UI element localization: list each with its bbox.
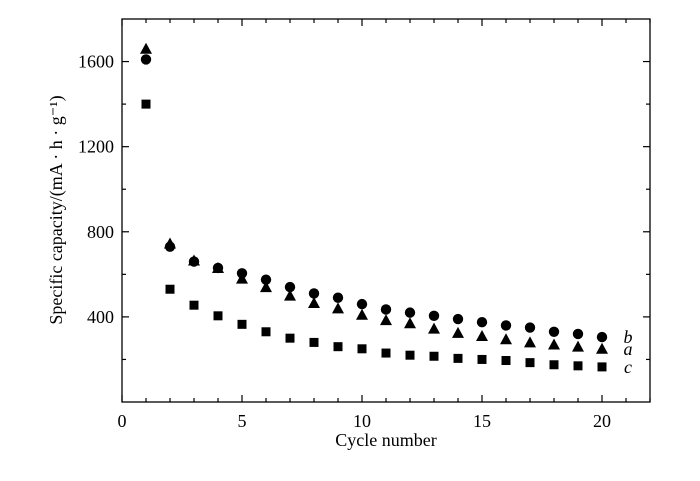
point-series-b xyxy=(188,256,200,267)
point-series-a xyxy=(332,302,344,314)
point-series-c xyxy=(285,333,295,343)
point-series-c xyxy=(141,99,151,109)
point-series-c xyxy=(189,300,199,310)
point-series-c xyxy=(237,319,247,329)
point-series-a xyxy=(548,338,560,350)
point-series-b xyxy=(380,304,392,315)
point-series-b xyxy=(548,326,560,337)
point-series-a xyxy=(380,314,392,326)
x-tick-label: 20 xyxy=(593,411,611,431)
series-labels: abc xyxy=(624,327,633,377)
point-series-a xyxy=(140,42,152,54)
point-series-b xyxy=(260,274,272,285)
series-label-c: c xyxy=(624,357,632,377)
point-series-a xyxy=(524,336,536,348)
series-label-a: a xyxy=(624,339,633,359)
point-series-b xyxy=(404,307,416,318)
point-series-c xyxy=(333,342,343,352)
point-series-a xyxy=(500,333,512,345)
point-series-c xyxy=(549,360,559,370)
series-label-b: b xyxy=(624,327,633,347)
point-series-a xyxy=(284,289,296,301)
y-tick-label: 800 xyxy=(87,222,114,242)
y-tick-label: 400 xyxy=(87,307,114,327)
x-tick-label: 5 xyxy=(238,411,247,431)
point-series-b xyxy=(236,268,248,279)
x-tick-label: 10 xyxy=(353,411,371,431)
point-series-a xyxy=(428,322,440,334)
point-series-a xyxy=(596,342,608,354)
y-tick-label: 1200 xyxy=(78,137,114,157)
point-series-c xyxy=(261,327,271,337)
point-series-b xyxy=(524,322,536,333)
point-series-a xyxy=(476,330,488,342)
point-series-c xyxy=(477,354,487,364)
point-series-c xyxy=(501,356,511,366)
point-series-a xyxy=(356,308,368,320)
point-series-b xyxy=(284,281,296,293)
point-series-c xyxy=(525,358,535,368)
point-series-b xyxy=(332,292,344,303)
tick-labels: 0 5 10 15 20 400 800 1200 1600 xyxy=(78,52,611,431)
point-series-a xyxy=(452,326,464,338)
y-axis-title: Specific capacity/(mA · h · g⁻¹) xyxy=(46,95,67,324)
point-series-c xyxy=(381,348,391,358)
plot-frame xyxy=(121,18,651,403)
point-series-b xyxy=(476,317,488,328)
x-tick-label: 0 xyxy=(118,411,127,431)
point-series-b xyxy=(500,320,512,331)
point-series-a xyxy=(404,317,416,329)
point-series-a xyxy=(260,281,272,293)
point-series-c xyxy=(405,350,415,360)
point-series-c xyxy=(309,337,319,347)
tick-marks xyxy=(121,19,651,402)
point-series-c xyxy=(165,284,175,294)
point-series-b xyxy=(596,331,608,343)
x-tick-label: 15 xyxy=(473,411,491,431)
point-series-b xyxy=(356,298,368,310)
y-tick-label: 1600 xyxy=(78,52,114,72)
point-series-b xyxy=(164,241,176,252)
point-series-a xyxy=(572,340,584,352)
point-series-c xyxy=(597,362,607,372)
point-series-a xyxy=(308,297,320,309)
point-series-b xyxy=(572,328,584,340)
point-series-b xyxy=(308,288,320,299)
point-series-b xyxy=(452,313,464,325)
point-series-b xyxy=(212,262,224,274)
point-series-b xyxy=(140,54,152,65)
point-series-c xyxy=(357,344,367,354)
x-axis-title: Cycle number xyxy=(335,430,436,450)
data-markers xyxy=(140,42,608,372)
point-series-c xyxy=(573,361,583,371)
point-series-c xyxy=(213,311,223,321)
point-series-c xyxy=(429,351,439,361)
point-series-c xyxy=(453,353,463,363)
point-series-b xyxy=(428,310,440,322)
